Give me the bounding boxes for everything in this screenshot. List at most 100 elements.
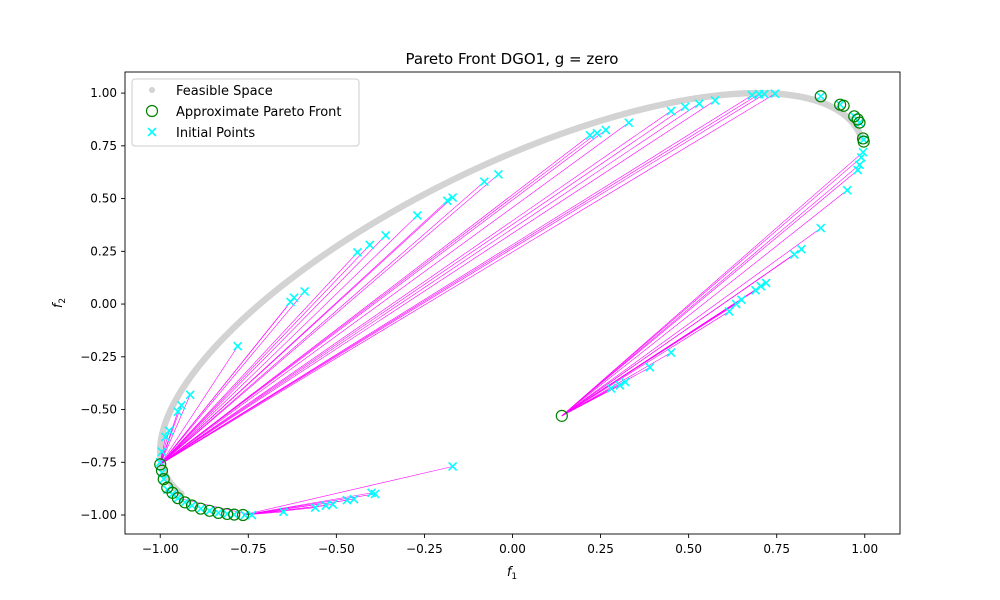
link-line (160, 235, 386, 465)
initial-point (367, 488, 377, 498)
initial-point (196, 504, 206, 514)
link-line (160, 132, 598, 465)
y-tick-label: 0.75 (90, 139, 117, 153)
pareto-point (853, 116, 866, 129)
plot-area (154, 89, 870, 522)
initial-point (180, 497, 190, 507)
pareto-point (203, 504, 216, 517)
pareto-point (555, 409, 568, 422)
link-line (561, 303, 737, 417)
initial-point (856, 152, 866, 163)
link-line (160, 100, 716, 465)
initial-point (233, 341, 243, 351)
link-line (160, 94, 753, 465)
initial-point (789, 249, 799, 260)
initial-point (176, 400, 186, 410)
pareto-point (212, 506, 225, 520)
initial-point (187, 500, 197, 511)
x-tick-label: 1.00 (851, 542, 878, 556)
link-line (160, 252, 358, 465)
initial-point (381, 230, 391, 241)
pareto-point (851, 113, 864, 126)
x-tick-label: 0.25 (587, 542, 614, 556)
link-line (159, 346, 238, 465)
initial-point (770, 89, 780, 99)
legend-label-initial: Initial Points (176, 126, 255, 141)
x-axis-label-subscript: 1 (511, 572, 517, 582)
initial-point (160, 432, 171, 442)
link-line (160, 93, 765, 465)
link-line (160, 244, 371, 465)
initial-point (247, 510, 257, 520)
initial-point (448, 192, 458, 203)
link-line (159, 394, 191, 465)
legend-marker-pareto (145, 104, 159, 118)
initial-point (185, 390, 195, 400)
initial-point (615, 380, 625, 390)
x-tick-label: 0.50 (675, 542, 702, 556)
initial-point (365, 240, 375, 250)
x-axis-ticks: −1.00 −0.75 −0.50 −0.25 0.00 0.25 0.50 0.75 1.00 (142, 534, 878, 556)
initial-point (349, 494, 359, 504)
link-line (159, 291, 305, 465)
link-line (160, 215, 418, 465)
x-tick-label: −0.50 (318, 542, 355, 556)
link-line (561, 311, 730, 417)
link-line (160, 181, 485, 465)
initial-point (842, 185, 852, 195)
initial-point (858, 147, 868, 157)
pareto-point (228, 508, 241, 521)
pareto-point (178, 496, 191, 509)
initial-point (289, 293, 299, 303)
initial-point (666, 106, 676, 116)
initial-point (680, 102, 690, 112)
link-line (160, 103, 700, 465)
initial-point (442, 196, 452, 206)
initial-point (157, 447, 167, 457)
initial-point (412, 210, 422, 221)
initial-point (352, 247, 363, 257)
x-tick-label: −0.25 (406, 542, 443, 556)
initial-point (585, 130, 595, 140)
initial-point (761, 278, 771, 288)
y-tick-label: 0.50 (90, 192, 117, 206)
link-line (561, 169, 858, 417)
pareto-point (185, 499, 199, 512)
legend-marker-initial (147, 127, 157, 137)
link-line (160, 110, 672, 465)
initial-point (816, 223, 826, 233)
pareto-point (171, 492, 184, 505)
pareto-point (814, 90, 827, 103)
y-axis-label: f2 (51, 298, 68, 308)
link-line (561, 227, 821, 417)
legend-label-pareto: Approximate Pareto Front (176, 105, 342, 120)
initial-point (278, 507, 289, 517)
legend: Feasible Space Approximate Pareto Front … (131, 78, 360, 147)
initial-point (164, 426, 174, 436)
initial-point (321, 500, 331, 511)
x-axis-label-main: f (507, 565, 514, 580)
initial-point (592, 128, 602, 138)
initial-point (173, 407, 183, 417)
initial-point (620, 377, 630, 387)
link-line (561, 254, 795, 417)
y-tick-label: 0.00 (90, 297, 117, 311)
link-line (242, 466, 453, 516)
initial-point (601, 125, 611, 135)
legend-marker-feasible (149, 87, 155, 93)
x-tick-label: 0.75 (763, 542, 790, 556)
initial-point (624, 118, 634, 128)
initial-point (854, 160, 865, 170)
pareto-point (236, 508, 250, 522)
y-tick-label: −0.25 (80, 350, 117, 364)
link-line (561, 352, 672, 417)
initial-point (747, 90, 757, 100)
y-tick-label: −0.50 (80, 403, 117, 417)
initial-point (204, 506, 215, 516)
initial-point (694, 99, 704, 109)
initial-point (759, 89, 769, 99)
legend-label-feasible: Feasible Space (176, 84, 273, 99)
initial-point (835, 100, 845, 110)
y-tick-label: −0.75 (80, 455, 117, 469)
